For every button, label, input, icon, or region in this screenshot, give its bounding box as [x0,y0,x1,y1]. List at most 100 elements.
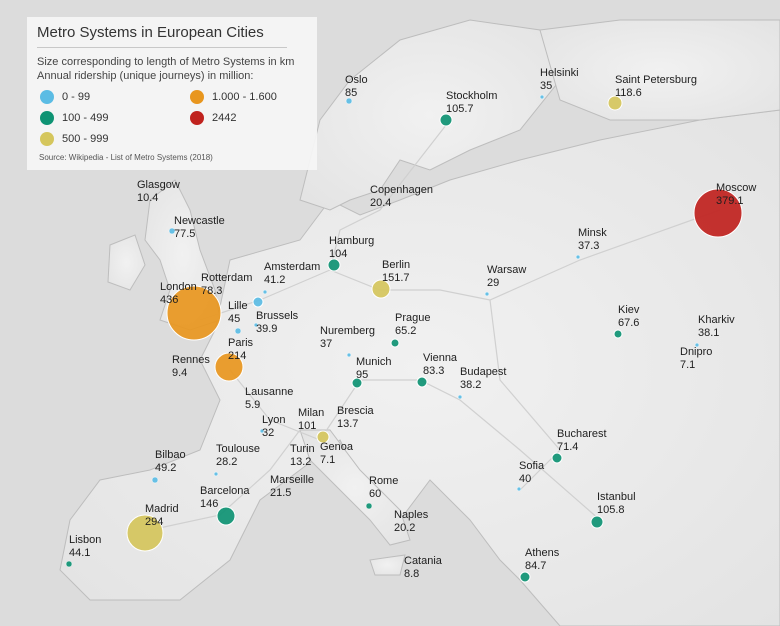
city-marker-stockholm [439,113,453,127]
city-value-sofia: 40 [519,473,531,485]
city-value-copenhagen: 20.4 [370,197,391,209]
city-marker-oslo [345,97,353,105]
city-value-bilbao: 49.2 [155,462,176,474]
city-name-budapest: Budapest [460,366,506,378]
city-name-catania: Catania [404,555,443,567]
city-marker-toulouse [213,471,219,477]
city-marker-kiev [613,329,623,339]
city-name-moscow: Moscow [716,182,756,194]
city-name-warsaw: Warsaw [487,264,526,276]
city-marker-nuremberg [346,352,352,358]
city-marker-barcelona [216,506,236,526]
city-name-lausanne: Lausanne [245,386,293,398]
city-marker-budapest [457,394,463,400]
city-value-brescia: 13.7 [337,418,358,430]
city-value-brussels: 39.9 [256,323,277,335]
legend-subtitle-size: Size corresponding to length of Metro Sy… [37,56,295,68]
city-value-glasgow: 10.4 [137,192,158,204]
city-name-naples: Naples [394,509,429,521]
city-value-lille: 45 [228,313,240,325]
city-name-london: London [160,281,197,293]
city-value-nuremberg: 37 [320,338,332,350]
city-value-budapest: 38.2 [460,379,481,391]
city-name-toulouse: Toulouse [216,443,260,455]
city-name-athens: Athens [525,547,560,559]
city-value-barcelona: 146 [200,498,218,510]
city-value-newcastle: 77.5 [174,228,195,240]
city-marker-london [166,285,222,341]
city-value-istanbul: 105.8 [597,504,625,516]
city-name-madrid: Madrid [145,503,179,515]
city-value-bucharest: 71.4 [557,441,578,453]
city-name-rennes: Rennes [172,354,210,366]
city-name-minsk: Minsk [578,227,607,239]
city-name-berlin: Berlin [382,259,410,271]
city-value-oslo: 85 [345,87,357,99]
city-marker-kharkiv [694,342,700,348]
city-marker-rome [365,502,373,510]
city-name-copenhagen: Copenhagen [370,184,433,196]
city-value-rotterdam: 78.3 [201,285,222,297]
legend-dot-2442 [190,111,204,125]
city-marker-bucharest [551,452,563,464]
city-name-barcelona: Barcelona [200,485,250,497]
city-name-oslo: Oslo [345,74,368,86]
city-name-vienna: Vienna [423,352,458,364]
city-value-hamburg: 104 [329,248,347,260]
city-value-athens: 84.7 [525,560,546,572]
city-name-rome: Rome [369,475,398,487]
city-name-sofia: Sofia [519,460,545,472]
legend-label-500-999: 500 - 999 [62,133,109,145]
city-marker-madrid [126,514,164,552]
city-name-turin: Turin [290,443,315,455]
city-name-rotterdam: Rotterdam [201,272,252,284]
map-title: Metro Systems in European Cities [37,24,264,41]
city-name-bucharest: Bucharest [557,428,607,440]
city-name-munich: Munich [356,356,391,368]
city-marker-lille [234,327,242,335]
city-name-kharkiv: Kharkiv [698,314,735,326]
city-marker-minsk [575,254,581,260]
city-value-minsk: 37.3 [578,240,599,252]
city-value-turin: 13.2 [290,456,311,468]
city-marker-lisbon [65,560,73,568]
city-value-naples: 20.2 [394,522,415,534]
city-marker-munich [351,377,363,389]
city-value-milan: 101 [298,420,316,432]
city-value-lyon: 32 [262,427,274,439]
city-marker-rotterdam [252,296,264,308]
city-marker-paris [214,352,244,382]
city-name-kiev: Kiev [618,304,640,316]
city-name-lyon: Lyon [262,414,285,426]
city-marker-bilbao [151,476,159,484]
city-value-kiev: 67.6 [618,317,639,329]
legend-label-1000-1600: 1.000 - 1.600 [212,91,277,103]
city-marker-prague [390,338,400,348]
city-marker-warsaw [484,291,490,297]
legend: Metro Systems in European Cities Size co… [27,17,317,170]
city-marker-newcastle [168,227,176,235]
city-value-toulouse: 28.2 [216,456,237,468]
city-value-dnipro: 7.1 [680,359,695,371]
legend-label-100-499: 100 - 499 [62,112,109,124]
city-name-brescia: Brescia [337,405,375,417]
city-value-paris: 214 [228,350,246,362]
city-marker-athens [519,571,531,583]
city-name-brussels: Brussels [256,310,299,322]
legend-label-2442: 2442 [212,112,237,124]
city-value-saint-petersburg: 118.6 [615,87,642,99]
city-name-hamburg: Hamburg [329,235,374,247]
city-marker-saint-petersburg [607,95,623,111]
legend-dot-500-999 [40,132,54,146]
city-name-saint-petersburg: Saint Petersburg [615,74,697,86]
legend-dot-1000-1600 [190,90,204,104]
legend-label-0-99: 0 - 99 [62,91,91,103]
city-marker-amsterdam [262,289,268,295]
city-value-prague: 65.2 [395,325,416,337]
city-name-amsterdam: Amsterdam [264,261,320,273]
city-name-genoa: Genoa [320,441,354,453]
roads [149,119,721,531]
city-value-warsaw: 29 [487,277,499,289]
city-value-rennes: 9.4 [172,367,187,379]
